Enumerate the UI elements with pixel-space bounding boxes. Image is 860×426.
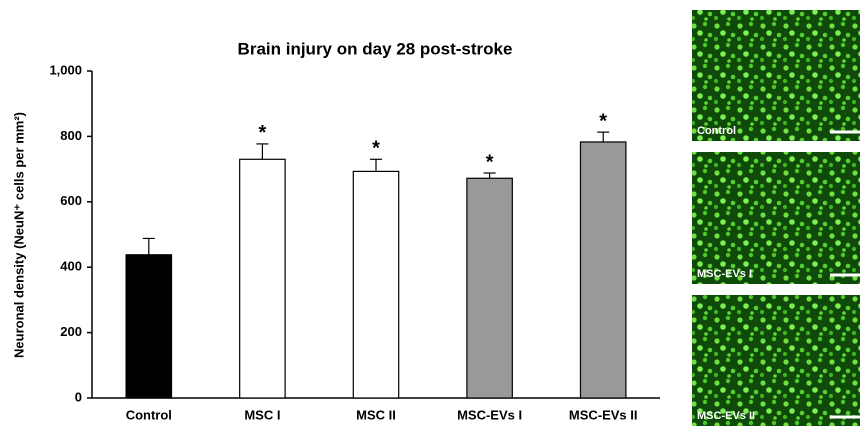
- y-axis-label: Neuronal density (NeuN⁺ cells per mm²): [11, 112, 26, 358]
- y-tick-label: 400: [60, 259, 82, 274]
- chart-title: Brain injury on day 28 post-stroke: [238, 39, 513, 58]
- significance-mark: *: [599, 110, 607, 132]
- y-tick-label: 1,000: [49, 62, 82, 77]
- micrograph: [692, 295, 860, 426]
- x-tick-label: MSC II: [356, 407, 396, 422]
- significance-mark: *: [486, 151, 494, 173]
- panel-label: MSC-EVs I: [697, 268, 752, 280]
- panel-label: MSC-EVs II: [697, 410, 755, 422]
- bar: [240, 159, 285, 398]
- x-tick-label: Control: [126, 407, 172, 422]
- micrograph: [692, 10, 860, 141]
- bar: [580, 142, 625, 398]
- panel-label: Control: [697, 125, 736, 137]
- x-tick-label: MSC I: [244, 407, 280, 422]
- bar: [126, 255, 171, 398]
- micrograph: [692, 152, 860, 284]
- x-tick-label: MSC-EVs I: [457, 407, 522, 422]
- bar: [353, 171, 398, 398]
- y-tick-label: 0: [75, 389, 82, 404]
- y-tick-label: 800: [60, 128, 82, 143]
- significance-mark: *: [372, 138, 380, 160]
- y-tick-label: 600: [60, 193, 82, 208]
- y-tick-label: 200: [60, 324, 82, 339]
- image-panels: Control MSC-EVs I MSC-EVs II: [692, 10, 860, 426]
- significance-mark: *: [259, 122, 267, 144]
- x-tick-label: MSC-EVs II: [569, 407, 638, 422]
- bar: [467, 178, 512, 398]
- figure: Brain injury on day 28 post-stroke Neuro…: [0, 0, 860, 426]
